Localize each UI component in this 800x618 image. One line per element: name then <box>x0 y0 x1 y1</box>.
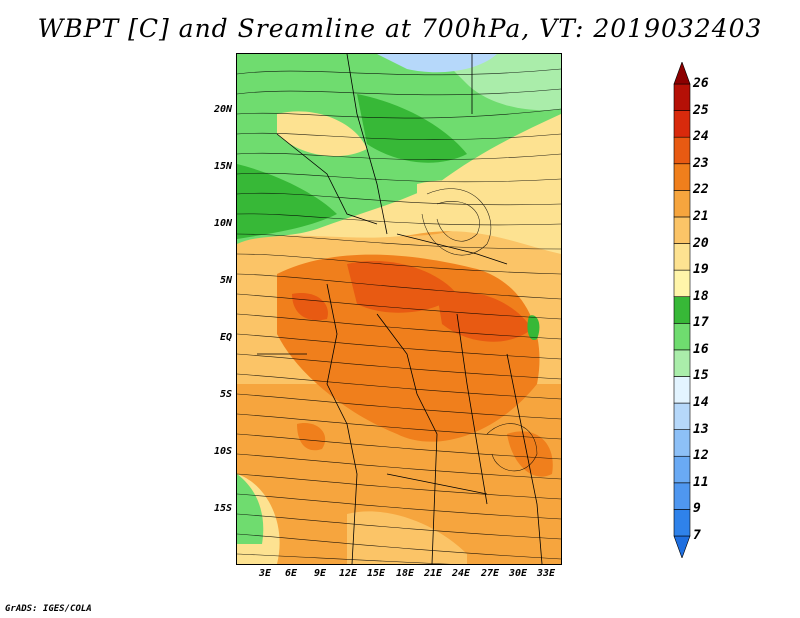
colorbar-swatch <box>673 509 691 537</box>
lon-label: 24E <box>451 568 471 579</box>
colorbar-label: 9 <box>693 501 701 517</box>
lon-label: 9E <box>313 568 327 579</box>
colorbar-swatch <box>673 243 691 271</box>
colorbar-label: 14 <box>693 395 709 411</box>
colorbar-swatch <box>673 136 691 165</box>
map-field <box>237 54 561 564</box>
colorbar-label: 18 <box>693 288 709 304</box>
lon-label: 18E <box>395 568 415 579</box>
lat-label: 20N <box>213 104 232 115</box>
lon-label: 21E <box>423 568 443 579</box>
colorbar-label: 7 <box>693 528 701 543</box>
lon-label: 6E <box>284 568 298 579</box>
lat-label: 5S <box>219 389 232 400</box>
colorbar-label: 24 <box>693 129 709 145</box>
colorbar-swatch <box>673 402 691 430</box>
colorbar-swatch <box>673 455 691 484</box>
colorbar-label: 21 <box>693 208 709 224</box>
lat-label: 10N <box>213 218 232 229</box>
colorbar-label: 22 <box>693 182 709 198</box>
colorbar-swatch <box>673 216 691 244</box>
lon-label: 33E <box>536 568 556 579</box>
lat-label: 15N <box>213 161 232 172</box>
colorbar-label: 17 <box>693 315 709 331</box>
colorbar-swatch <box>673 482 691 510</box>
colorbar-label: 15 <box>693 368 709 384</box>
colorbar-swatch <box>673 83 691 111</box>
colorbar-label: 13 <box>693 421 709 437</box>
lat-label: EQ <box>219 332 232 343</box>
colorbar-swatch <box>673 296 691 324</box>
lon-label: 27E <box>480 568 500 579</box>
lon-label: 3E <box>258 568 272 579</box>
colorbar-label: 25 <box>693 102 709 118</box>
colorbar-swatch <box>673 62 691 85</box>
colorbar-label: 23 <box>693 155 709 171</box>
colorbar-swatch <box>673 376 691 404</box>
lon-label: 12E <box>338 568 358 579</box>
colorbar-swatch <box>673 429 691 457</box>
colorbar-swatch <box>673 349 691 377</box>
colorbar-label: 20 <box>693 235 709 251</box>
colorbar-label: 16 <box>693 341 709 357</box>
colorbar-label: 11 <box>693 474 709 490</box>
colorbar-swatch <box>673 163 691 191</box>
colorbar-swatch <box>673 190 691 218</box>
lon-label: 30E <box>508 568 528 579</box>
colorbar <box>673 62 691 558</box>
lat-label: 10S <box>213 446 232 457</box>
colorbar-label: 19 <box>693 262 709 278</box>
chart-title: WBPT [C] and Sreamline at 700hPa, VT: 20… <box>37 14 763 43</box>
map-panel <box>236 53 562 565</box>
lat-label: 5N <box>219 275 232 286</box>
colorbar-label: 26 <box>693 76 709 91</box>
lon-label: 15E <box>366 568 386 579</box>
footer-credit: GrADS: IGES/COLA <box>5 604 92 614</box>
colorbar-swatch <box>673 535 691 558</box>
colorbar-swatch <box>673 110 691 138</box>
colorbar-swatch <box>673 269 691 298</box>
lat-label: 15S <box>213 503 232 514</box>
colorbar-swatch <box>673 322 691 351</box>
colorbar-label: 12 <box>693 448 709 464</box>
